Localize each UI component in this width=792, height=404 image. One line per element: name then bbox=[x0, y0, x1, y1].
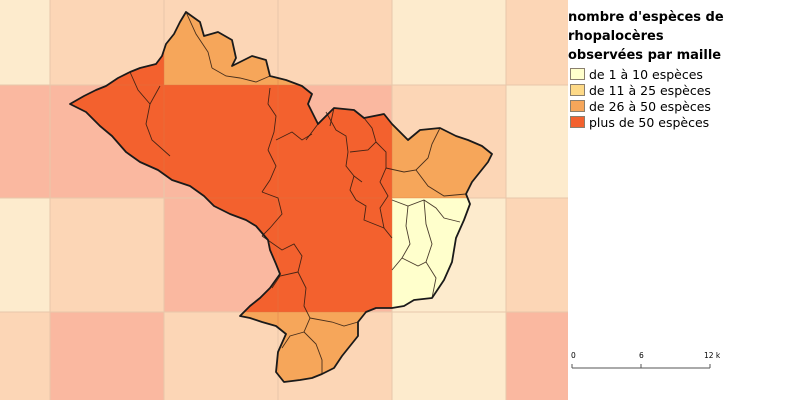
grid-cell bbox=[50, 198, 164, 312]
grid-cell bbox=[506, 198, 568, 312]
map-canvas bbox=[0, 0, 568, 400]
legend-label: plus de 50 espèces bbox=[589, 114, 710, 130]
legend-panel: nombre d'espèces de rhopalocères observé… bbox=[568, 0, 792, 400]
scale-tick-label: 12 km bbox=[704, 351, 720, 360]
scale-line bbox=[571, 364, 711, 369]
legend-swatch bbox=[570, 116, 585, 128]
grid-cell bbox=[278, 0, 392, 85]
grid-cell bbox=[392, 0, 506, 85]
grid-cell bbox=[0, 312, 50, 400]
grid-cell bbox=[392, 312, 506, 400]
legend-title: nombre d'espèces de rhopalocères observé… bbox=[568, 8, 788, 65]
grid-cell bbox=[506, 312, 568, 400]
legend-item-11-25: de 11 à 25 espèces bbox=[570, 82, 711, 98]
legend-item-over-50: plus de 50 espèces bbox=[570, 114, 711, 130]
legend-swatch bbox=[570, 84, 585, 96]
grid-cell bbox=[0, 0, 50, 85]
legend-title-line: observées par maille bbox=[568, 48, 722, 63]
legend-item-26-50: de 26 à 50 espèces bbox=[570, 98, 711, 114]
commune-boundaries bbox=[129, 11, 467, 374]
grid-cell bbox=[506, 85, 568, 198]
grid-cell bbox=[0, 198, 50, 312]
legend-swatch bbox=[570, 100, 585, 112]
legend-title-line: nombre d'espèces de bbox=[568, 10, 724, 25]
grid-cell bbox=[50, 312, 164, 400]
legend-label: de 11 à 25 espèces bbox=[589, 82, 711, 98]
scale-tick-label: 6 bbox=[639, 351, 644, 360]
legend-label: de 26 à 50 espèces bbox=[589, 98, 711, 114]
grid-cell bbox=[164, 312, 278, 400]
department-boundary bbox=[69, 11, 493, 383]
legend-swatch bbox=[570, 68, 585, 80]
species-map bbox=[0, 0, 568, 400]
legend-label: de 1 à 10 espèces bbox=[589, 66, 703, 82]
scale-tick-label: 0 bbox=[571, 351, 576, 360]
legend-item-1-10: de 1 à 10 espèces bbox=[570, 66, 711, 82]
grid-cell bbox=[506, 0, 568, 85]
grid-cell bbox=[0, 85, 50, 198]
legend-items: de 1 à 10 espèces de 11 à 25 espèces de … bbox=[570, 66, 711, 130]
legend-title-line: rhopalocères bbox=[568, 29, 664, 44]
scale-bar: 0 6 12 km bbox=[570, 350, 728, 380]
